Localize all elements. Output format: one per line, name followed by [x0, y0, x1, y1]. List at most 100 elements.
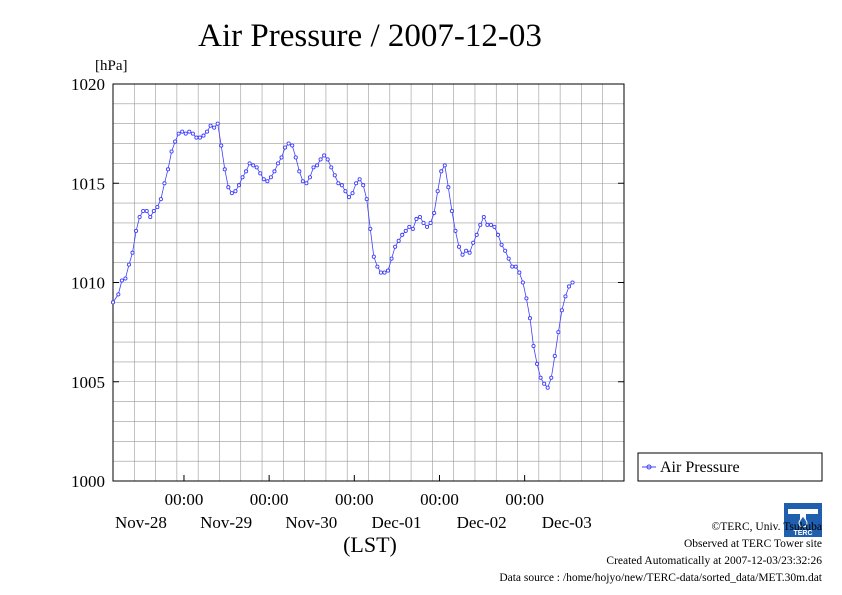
data-point — [467, 250, 472, 255]
data-point — [446, 185, 451, 190]
data-point — [162, 181, 167, 186]
data-point — [158, 197, 163, 202]
data-point — [244, 169, 249, 174]
data-point — [119, 278, 124, 283]
data-point — [265, 179, 270, 184]
data-point — [396, 238, 401, 243]
terc-logo: TERC — [784, 503, 822, 537]
data-point — [492, 224, 497, 229]
y-tick-label: 1000 — [71, 472, 105, 491]
data-point — [311, 165, 316, 170]
data-point — [212, 125, 217, 130]
x-tick-date: Dec-02 — [457, 513, 507, 532]
data-point — [290, 143, 295, 148]
x-tick-date: Dec-03 — [542, 513, 592, 532]
data-point — [527, 316, 533, 321]
data-point — [204, 129, 210, 134]
data-point — [332, 173, 337, 178]
data-point — [517, 270, 522, 275]
data-point — [545, 385, 550, 390]
data-point — [428, 220, 433, 225]
data-point — [190, 131, 195, 136]
data-point — [460, 252, 465, 257]
data-point — [474, 232, 479, 237]
data-point — [283, 145, 288, 150]
data-point — [307, 175, 312, 180]
data-point — [538, 375, 543, 380]
data-point — [279, 155, 284, 160]
x-axis-ticks: 00:00 Nov-28 00:00 Nov-29 00:00 Nov-30 00:00 De… — [115, 475, 592, 532]
data-point — [297, 169, 302, 174]
credit-source: Data source : /home/hojyo/new/TERC-data/… — [499, 572, 822, 584]
data-point — [510, 264, 515, 269]
data-point — [478, 222, 483, 227]
data-point — [495, 232, 501, 237]
data-point — [173, 139, 178, 144]
data-point — [240, 175, 245, 180]
data-point — [268, 175, 273, 180]
data-point — [155, 205, 160, 210]
y-axis-unit: [hPa] — [95, 58, 128, 74]
y-tick-label: 1005 — [71, 373, 105, 392]
data-point — [272, 169, 277, 174]
data-point — [130, 250, 135, 255]
data-point — [556, 330, 561, 335]
x-tick-time: 00:00 — [335, 490, 374, 509]
data-point — [141, 208, 146, 214]
data-point — [559, 308, 564, 313]
data-point — [442, 163, 447, 168]
legend: Air Pressure — [637, 452, 823, 482]
data-point — [566, 284, 572, 289]
y-tick-label: 1020 — [71, 75, 105, 94]
data-point — [439, 169, 444, 174]
series-points-air-pressure — [110, 121, 575, 390]
credit-observed: Observed at TERC Tower site — [683, 538, 822, 550]
data-point — [148, 214, 153, 220]
data-point — [254, 165, 259, 170]
data-point — [110, 300, 116, 305]
data-point — [275, 161, 281, 166]
data-point — [357, 177, 362, 182]
data-point — [453, 228, 458, 233]
data-point — [197, 135, 202, 140]
data-point — [485, 222, 490, 227]
data-point — [144, 208, 149, 214]
data-point — [169, 149, 174, 154]
data-point — [176, 131, 181, 136]
data-point — [403, 228, 408, 233]
data-point — [471, 240, 476, 245]
data-point — [180, 129, 185, 134]
data-point — [542, 381, 547, 386]
data-point — [456, 244, 462, 249]
data-point — [229, 191, 234, 196]
data-point — [410, 226, 415, 231]
data-point — [570, 280, 575, 285]
logo-text: TERC — [793, 530, 812, 537]
x-tick-time: 00:00 — [420, 490, 459, 509]
data-point — [201, 133, 206, 138]
data-point — [464, 248, 469, 253]
data-point — [400, 232, 405, 237]
x-tick-date: Nov-30 — [285, 513, 337, 532]
data-point — [435, 189, 440, 194]
legend-swatch-marker — [646, 464, 652, 470]
data-point — [165, 167, 171, 172]
legend-box — [637, 452, 823, 482]
data-point — [499, 242, 504, 247]
data-point — [233, 189, 238, 194]
data-point — [151, 208, 156, 214]
credit-copyright: ©TERC, Univ. Tsukuba — [711, 521, 822, 533]
data-point — [506, 256, 511, 261]
data-point — [531, 343, 536, 349]
x-tick-time: 00:00 — [250, 490, 289, 509]
data-point — [371, 254, 376, 259]
data-point — [123, 276, 128, 281]
y-tick-label: 1015 — [71, 174, 105, 193]
data-point — [261, 177, 266, 182]
data-point — [339, 183, 344, 188]
data-point — [368, 226, 373, 231]
data-point — [116, 292, 121, 297]
data-point — [318, 157, 323, 162]
legend-label-air-pressure: Air Pressure — [660, 459, 740, 476]
